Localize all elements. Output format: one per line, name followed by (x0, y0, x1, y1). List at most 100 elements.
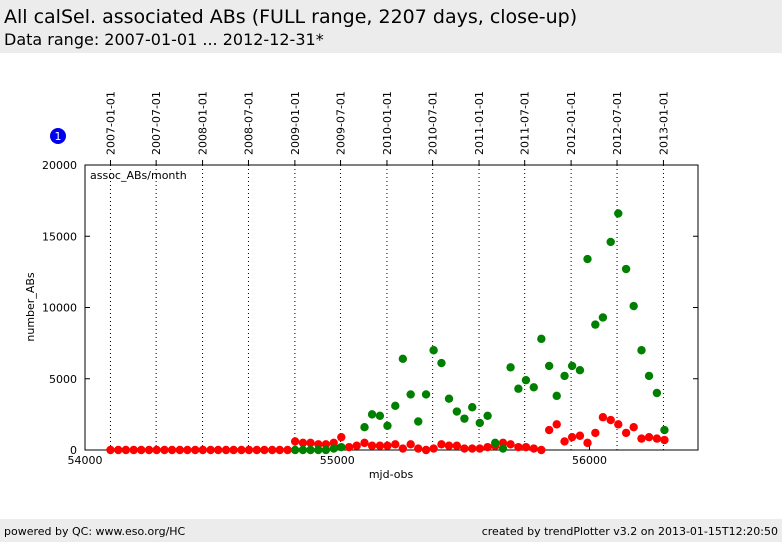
data-point-green (544, 361, 554, 371)
data-point-green (490, 438, 500, 448)
data-point-green (537, 334, 546, 344)
data-point-red (468, 444, 477, 453)
data-point-red (621, 428, 631, 438)
data-point-green (644, 371, 654, 381)
data-point-green (444, 394, 454, 403)
data-point-green (598, 313, 608, 322)
data-point-green (606, 237, 615, 247)
data-point-green (329, 444, 338, 453)
data-point-green (452, 407, 462, 416)
data-point-green (621, 264, 631, 274)
data-point-red (252, 445, 261, 455)
data-point-green (391, 401, 400, 411)
data-point-green (660, 425, 669, 435)
date-tick-label: 2007-07-01 (150, 91, 163, 155)
data-point-green (629, 301, 638, 311)
y-axis-label: number_ABs (24, 272, 37, 342)
data-point-red (213, 445, 223, 455)
data-point-red (206, 445, 215, 455)
data-point-red (121, 445, 131, 455)
data-point-green (591, 320, 600, 329)
data-point-red (198, 445, 208, 455)
data-point-red (367, 441, 377, 450)
date-gridlines (109, 160, 664, 450)
data-point-red (444, 441, 454, 450)
data-point-red (552, 420, 561, 429)
date-tick-label: 2009-01-01 (289, 91, 302, 155)
data-point-red (652, 434, 662, 443)
data-point-green (637, 346, 646, 355)
data-point-red (437, 440, 446, 449)
data-point-red (260, 445, 269, 455)
data-point-green (521, 375, 531, 385)
data-point-green (652, 388, 662, 398)
x-tick-label: 56000 (572, 454, 607, 467)
data-point-green (552, 391, 561, 401)
data-point-red (398, 444, 408, 453)
axis-ticks: 54000 55000 56000 0 5000 10000 15000 20000 (42, 159, 698, 467)
data-point-red (283, 445, 292, 455)
data-point-red (583, 438, 592, 448)
data-point-red (406, 440, 415, 449)
y-tick-label: 20000 (42, 159, 77, 172)
data-point-green (290, 445, 300, 455)
data-point-red (591, 428, 600, 438)
data-point-red (429, 444, 438, 453)
data-point-red (421, 445, 431, 455)
data-point-red (567, 432, 577, 442)
data-point-red (660, 435, 669, 445)
data-point-green (567, 361, 577, 371)
page-badge-circle (50, 128, 66, 144)
date-tick-label: 2008-01-01 (197, 91, 210, 155)
page-badge[interactable]: 1 (50, 128, 66, 144)
data-point-red (237, 445, 246, 455)
data-point-red (175, 445, 185, 455)
x-tick-label: 54000 (68, 454, 103, 467)
data-point-red (452, 441, 462, 450)
date-tick-label: 2011-07-01 (519, 91, 532, 155)
data-point-red (144, 445, 154, 455)
data-point-green (429, 346, 438, 355)
data-point-red (160, 445, 169, 455)
header-bar: All calSel. associated ABs (FULL range, … (0, 0, 782, 53)
data-point-red (221, 445, 231, 455)
data-point-green (437, 358, 446, 368)
data-point-green (614, 209, 623, 218)
page-subtitle: Data range: 2007-01-01 ... 2012-12-31* (4, 30, 324, 49)
data-point-green (298, 445, 308, 455)
data-point-red (460, 444, 469, 453)
date-tick-labels: 2007-01-01 2007-07-01 2008-01-01 2008-07-01… (104, 91, 670, 155)
data-point-red (244, 445, 254, 455)
date-tick-label: 2009-07-01 (335, 91, 348, 155)
y-tick-label: 0 (70, 444, 77, 457)
data-point-green (306, 445, 315, 455)
data-point-green (529, 383, 538, 392)
data-point-green (375, 411, 385, 420)
data-point-green (475, 418, 484, 428)
data-point-green (560, 371, 569, 381)
data-point-red (391, 440, 400, 449)
data-point-red (306, 438, 315, 448)
data-point-red (575, 431, 585, 440)
data-point-green (468, 403, 477, 412)
data-point-green (406, 390, 415, 399)
x-axis-label: mjd-obs (369, 468, 414, 481)
data-point-red (537, 445, 546, 455)
data-point-red (106, 445, 115, 455)
y-tick-label: 15000 (42, 230, 77, 243)
data-point-red (506, 440, 515, 449)
data-point-red (114, 445, 123, 455)
page-title: All calSel. associated ABs (FULL range, … (4, 6, 578, 28)
footer-credit: powered by QC: www.eso.org/HC (4, 525, 186, 538)
data-point-red (544, 425, 554, 435)
data-point-red (344, 442, 354, 452)
date-tick-label: 2010-01-01 (381, 91, 394, 155)
data-point-green (583, 254, 592, 264)
data-point-green (337, 442, 346, 452)
footer-bar: powered by QC: www.eso.org/HC created by… (0, 519, 782, 542)
page-badge-label: 1 (55, 130, 62, 143)
plot-area (84, 164, 699, 451)
data-point-red (275, 445, 284, 455)
date-tick-label: 2012-01-01 (565, 91, 578, 155)
data-point-green (421, 390, 431, 399)
